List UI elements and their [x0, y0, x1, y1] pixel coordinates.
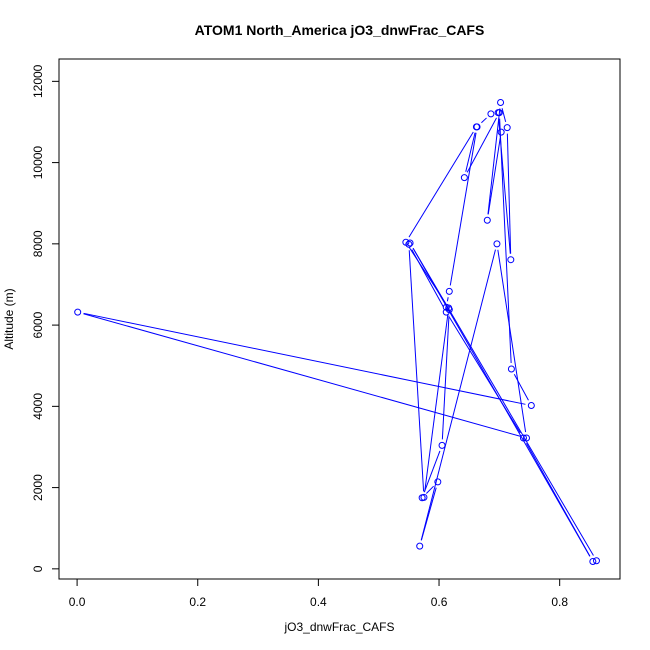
plot-frame	[58, 58, 621, 580]
series-line-segment	[487, 137, 501, 215]
series-line-segment	[497, 249, 527, 433]
series-line-segment	[426, 485, 434, 494]
data-point	[416, 542, 424, 550]
data-point	[472, 123, 480, 131]
series-layer	[74, 98, 600, 566]
data-point	[405, 240, 413, 248]
data-point	[589, 558, 597, 566]
data-point	[406, 239, 414, 247]
y-tick-label: 8000	[31, 230, 45, 257]
series-line-segment	[481, 117, 487, 124]
data-point	[503, 124, 511, 132]
data-point	[438, 441, 446, 449]
data-point	[420, 493, 428, 501]
series-line-segment	[83, 312, 526, 405]
y-tick-label: 2000	[31, 474, 45, 501]
y-axis: 0 2000 4000 6000 8000 10000 12000	[31, 64, 60, 572]
data-point	[507, 365, 515, 373]
series-line-segment	[466, 117, 497, 173]
x-axis-label: jO3_dnwFrac_CAFS	[283, 620, 394, 634]
data-point	[442, 308, 450, 316]
x-tick-label: 0.8	[551, 595, 568, 609]
series-line-segment	[499, 118, 512, 363]
series-line-segment	[441, 315, 450, 440]
x-tick-label: 0.4	[310, 595, 327, 609]
data-point	[507, 256, 515, 264]
data-point	[495, 109, 503, 117]
y-tick-label: 0	[31, 565, 45, 572]
data-point	[74, 308, 82, 316]
y-axis-label: Altitude (m)	[2, 288, 16, 349]
x-tick-label: 0.2	[189, 595, 206, 609]
series-line-segment	[449, 132, 477, 286]
x-tick-label: 0.0	[69, 595, 86, 609]
series-line-segment	[465, 132, 476, 172]
data-point	[493, 240, 501, 248]
chart-title: ATOM1 North_America jO3_dnwFrac_CAFS	[195, 22, 485, 38]
x-axis: 0.0 0.2 0.4 0.6 0.8	[69, 578, 568, 609]
y-tick-label: 4000	[31, 393, 45, 420]
series-line-segment	[412, 247, 594, 556]
series-line-segment	[501, 108, 507, 122]
series-line-segment	[83, 313, 521, 437]
series-line-segment	[420, 249, 496, 541]
data-point	[483, 216, 491, 224]
series-line-segment	[513, 373, 529, 401]
series-line-segment	[424, 313, 449, 492]
series-line-segment	[446, 297, 449, 302]
series-line-segment	[487, 108, 501, 215]
data-point	[527, 402, 535, 410]
data-point	[434, 478, 442, 486]
x-tick-label: 0.6	[431, 595, 448, 609]
series-line-segment	[411, 249, 444, 308]
y-tick-label: 10000	[31, 146, 45, 180]
data-point	[519, 434, 527, 442]
data-point	[460, 174, 468, 182]
data-point	[497, 98, 505, 106]
series-line-segment	[408, 131, 474, 238]
data-point	[497, 128, 505, 136]
data-point	[592, 557, 600, 565]
series-line-segment	[423, 450, 441, 493]
y-tick-label: 6000	[31, 311, 45, 338]
data-point	[487, 110, 495, 118]
y-tick-label: 12000	[31, 64, 45, 98]
data-point	[445, 287, 453, 295]
series-line-segment	[412, 247, 591, 557]
data-point	[523, 434, 530, 442]
series-line-segment	[408, 250, 425, 492]
series-line-segment	[506, 133, 512, 254]
